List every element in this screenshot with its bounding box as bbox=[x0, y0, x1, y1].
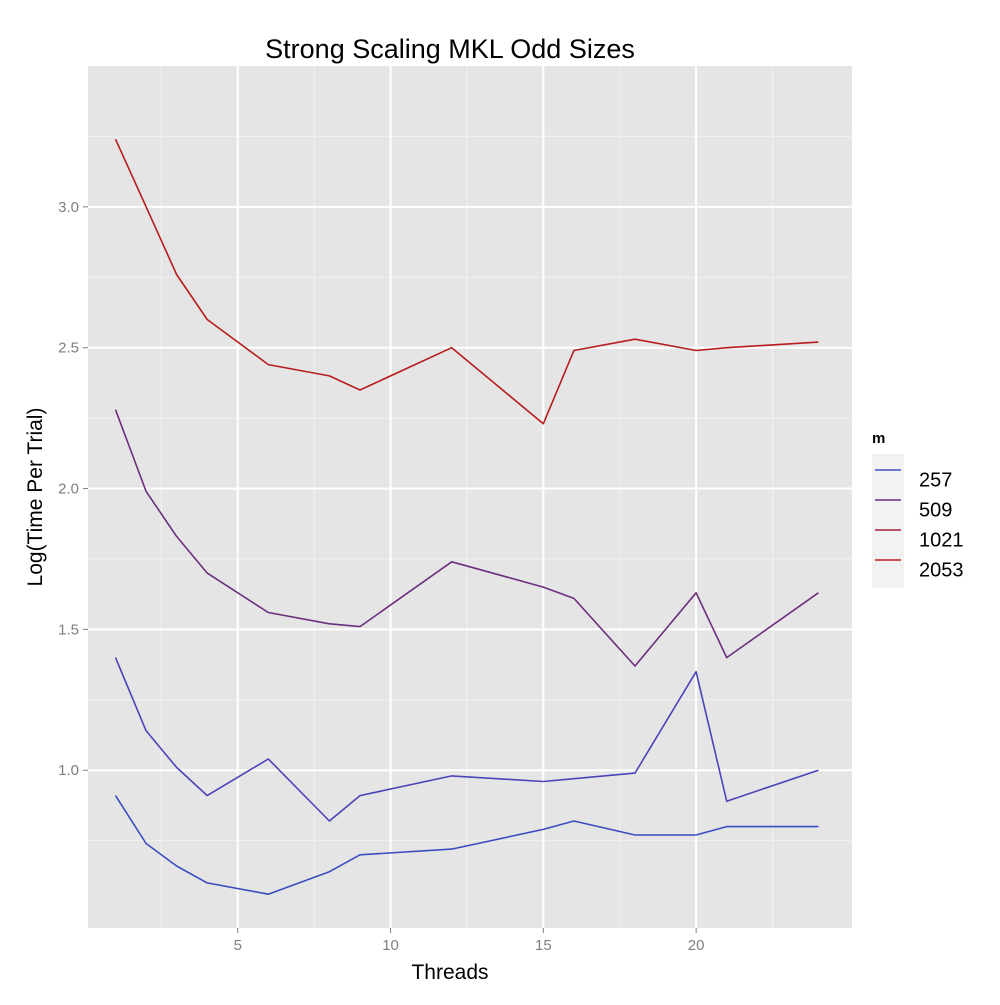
x-tick-label: 15 bbox=[535, 937, 552, 954]
series-line-2053 bbox=[114, 138, 819, 425]
x-tick-label: 10 bbox=[382, 937, 399, 954]
legend: m 257 509 1021 2053 bbox=[872, 430, 964, 588]
y-tick-label: 2.0 bbox=[58, 481, 79, 498]
series-line-257 bbox=[114, 795, 819, 896]
series-lines bbox=[114, 138, 819, 896]
y-axis-title: Log(Time Per Trial) bbox=[24, 408, 47, 587]
x-tick-label: 20 bbox=[688, 937, 705, 954]
x-axis-title: Threads bbox=[411, 961, 488, 984]
series-line-1021 bbox=[114, 409, 819, 667]
legend-title: m bbox=[872, 430, 885, 447]
legend-key-background bbox=[872, 454, 904, 588]
series-line-509 bbox=[114, 657, 819, 822]
chart-title: Strong Scaling MKL Odd Sizes bbox=[265, 34, 635, 64]
y-tick-label: 1.0 bbox=[58, 762, 79, 779]
y-tick-label: 1.5 bbox=[58, 621, 79, 638]
tick-labels: 5 10 15 20 1.0 1.5 2.0 2.5 3.0 bbox=[58, 199, 704, 954]
legend-label-257: 257 bbox=[919, 469, 952, 491]
legend-label-2053: 2053 bbox=[919, 559, 964, 581]
legend-items: 257 509 1021 2053 bbox=[875, 469, 964, 581]
legend-label-1021: 1021 bbox=[919, 529, 964, 551]
y-tick-label: 2.5 bbox=[58, 340, 79, 357]
plot-panel bbox=[88, 66, 852, 928]
y-tick-label: 3.0 bbox=[58, 199, 79, 216]
legend-label-509: 509 bbox=[919, 499, 952, 521]
x-tick-label: 5 bbox=[234, 937, 242, 954]
